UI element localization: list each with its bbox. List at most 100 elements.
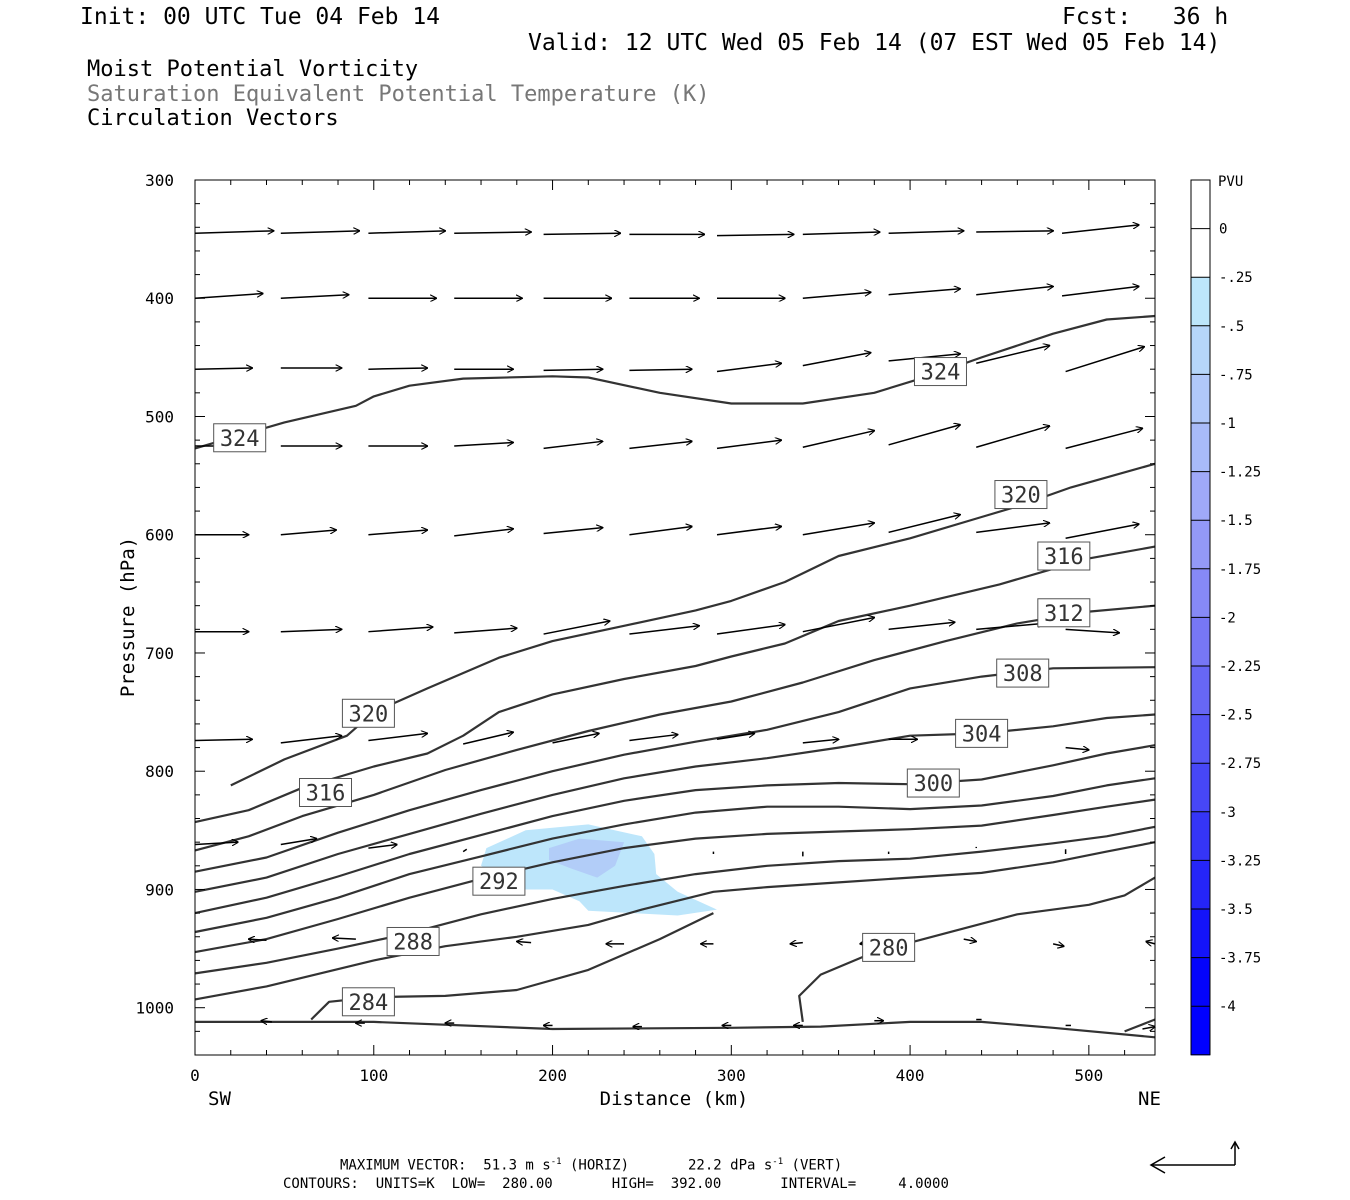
contour-label-text: 308	[1003, 662, 1043, 687]
contour-label-text: 316	[1044, 545, 1084, 570]
contour-label-text: 280	[869, 936, 909, 961]
vector-arrow-2-0	[194, 368, 252, 369]
max-vector-horiz: MAXIMUM VECTOR: 51.3 m s	[340, 1157, 551, 1174]
vector-arrow-4-7	[802, 523, 875, 536]
vector-arrow-5-4	[543, 621, 610, 635]
field-title-1: Moist Potential Vorticity	[87, 57, 419, 82]
x-tick-label: 0	[190, 1066, 200, 1085]
y-tick-label: 600	[145, 526, 174, 545]
contour-label-box	[472, 866, 526, 896]
vector-arrow-8-3	[517, 941, 532, 942]
contours-note: CONTOURS: UNITS=K LOW= 280.00 HIGH= 392.…	[283, 1176, 949, 1192]
vector-arrow-5-3	[454, 628, 517, 634]
vector-arrow-8-10	[1146, 941, 1156, 943]
vector-arrow-3-6	[716, 440, 781, 450]
colorbar-swatch-13	[1191, 811, 1210, 861]
vector-arrow-0-6	[716, 234, 794, 235]
colorbar-tick-label: -1	[1219, 416, 1236, 432]
vector-arrow-4-5	[629, 526, 692, 536]
reference-vector-icon	[1149, 1140, 1240, 1174]
exponent-2: -1	[772, 1157, 784, 1167]
vector-arrow-0-1	[280, 231, 360, 233]
vector-arrow-0-7	[802, 232, 880, 234]
field-title-3: Circulation Vectors	[87, 106, 339, 131]
theta-contour-280-14	[1124, 1018, 1156, 1033]
contour-label-320-3: 320	[994, 480, 1048, 510]
vector-arrow-6-7	[802, 739, 839, 744]
contour-label-text: 324	[220, 427, 260, 452]
vector-arrow-7-0	[194, 842, 238, 844]
vector-arrow-7-3	[462, 848, 468, 853]
contour-label-text: 284	[349, 991, 389, 1016]
plot-frame	[194, 179, 1156, 1056]
colorbar-tick-label: -2	[1219, 610, 1236, 626]
vector-arrow-0-0	[194, 231, 274, 233]
vector-arrow-4-10	[1065, 524, 1139, 540]
contour-label-text: 288	[393, 930, 433, 955]
vector-arrow-8-6	[790, 943, 803, 944]
theta-contour-288-9	[194, 825, 1156, 975]
vector-arrow-6-5	[629, 735, 677, 742]
colorbar-swatch-7	[1191, 520, 1210, 570]
vector-arrow-6-1	[280, 736, 342, 744]
colorbar-units: PVU	[1218, 174, 1243, 190]
colorbar-swatch-8	[1191, 568, 1210, 618]
vector-arrow-0-4	[543, 233, 621, 234]
colorbar-swatch-16	[1191, 957, 1210, 1007]
vector-arrow-4-3	[454, 529, 513, 537]
vector-arrow-4-2	[368, 530, 427, 536]
theta-contour-280-13	[195, 1020, 1156, 1039]
vector-arrow-4-9	[976, 523, 1049, 534]
y-tick-label: 900	[145, 880, 174, 899]
vector-arrow-0-9	[976, 231, 1053, 232]
contour-label-box	[906, 768, 960, 798]
vector-arrow-2-2	[368, 368, 427, 369]
vector-arrow-2-10	[1065, 347, 1145, 373]
vector-arrow-6-4	[552, 733, 599, 744]
contour-label-text: 292	[479, 870, 519, 895]
contour-label-text: 300	[913, 772, 953, 797]
vector-arrow-2-5	[629, 369, 692, 370]
vector-arrow-6-3	[462, 732, 513, 745]
vector-arrow-9-10	[1142, 1027, 1155, 1029]
valid-time: Valid: 12 UTC Wed 05 Feb 14 (07 EST Wed …	[528, 30, 1221, 56]
colorbar-swatch-1	[1191, 228, 1210, 278]
colorbar-swatch-9	[1191, 617, 1210, 667]
colorbar-swatch-3	[1191, 325, 1210, 375]
pv-shading	[481, 824, 717, 916]
contour-label-324-1: 324	[913, 357, 967, 387]
y-tick-label: 400	[145, 289, 174, 308]
figure-header: Init: 00 UTC Tue 04 Feb 14 Fcst: 36 h Va…	[0, 0, 1350, 140]
vector-arrow-0-8	[888, 231, 964, 233]
contour-label-288-11: 288	[386, 926, 440, 956]
vector-arrow-1-9	[976, 286, 1053, 296]
vector-arrow-7-1	[280, 839, 317, 846]
theta-contour-284-10	[194, 841, 1156, 1001]
colorbar-swatch-0	[1191, 180, 1210, 230]
contour-label-308-7: 308	[996, 658, 1050, 688]
contour-label-316-4: 316	[299, 778, 353, 807]
vector-arrow-3-10	[1065, 428, 1143, 450]
x-axis-title: Distance (km)	[600, 1088, 749, 1110]
vector-arrow-4-8	[888, 515, 961, 534]
vector-arrow-0-10	[1061, 225, 1139, 234]
colorbar-swatch-11	[1191, 714, 1210, 764]
vector-arrow-3-7	[802, 431, 875, 448]
colorbar-tick-label: -3.75	[1219, 951, 1261, 967]
colorbar-tick-label: -1.25	[1219, 465, 1261, 481]
x-tick-label: 400	[896, 1066, 925, 1085]
colorbar-tick-label: -3	[1219, 805, 1236, 821]
y-axis-title: Pressure (hPa)	[117, 537, 139, 697]
vector-arrow-4-1	[280, 530, 336, 536]
vector-arrow-2-7	[802, 353, 871, 367]
colorbar-swatch-10	[1191, 666, 1210, 716]
x-tick-label: 100	[359, 1066, 388, 1085]
vector-arrow-4-6	[716, 526, 781, 536]
colorbar-tick-label: 0	[1219, 222, 1227, 238]
colorbar-tick-label: -.75	[1219, 367, 1253, 383]
vector-arrow-5-7	[802, 618, 875, 633]
y-tick-label: 500	[145, 407, 174, 426]
contour-label-box	[341, 698, 395, 728]
contour-label-304-8: 304	[955, 718, 1009, 748]
theta-contour-312-3	[194, 604, 1156, 852]
